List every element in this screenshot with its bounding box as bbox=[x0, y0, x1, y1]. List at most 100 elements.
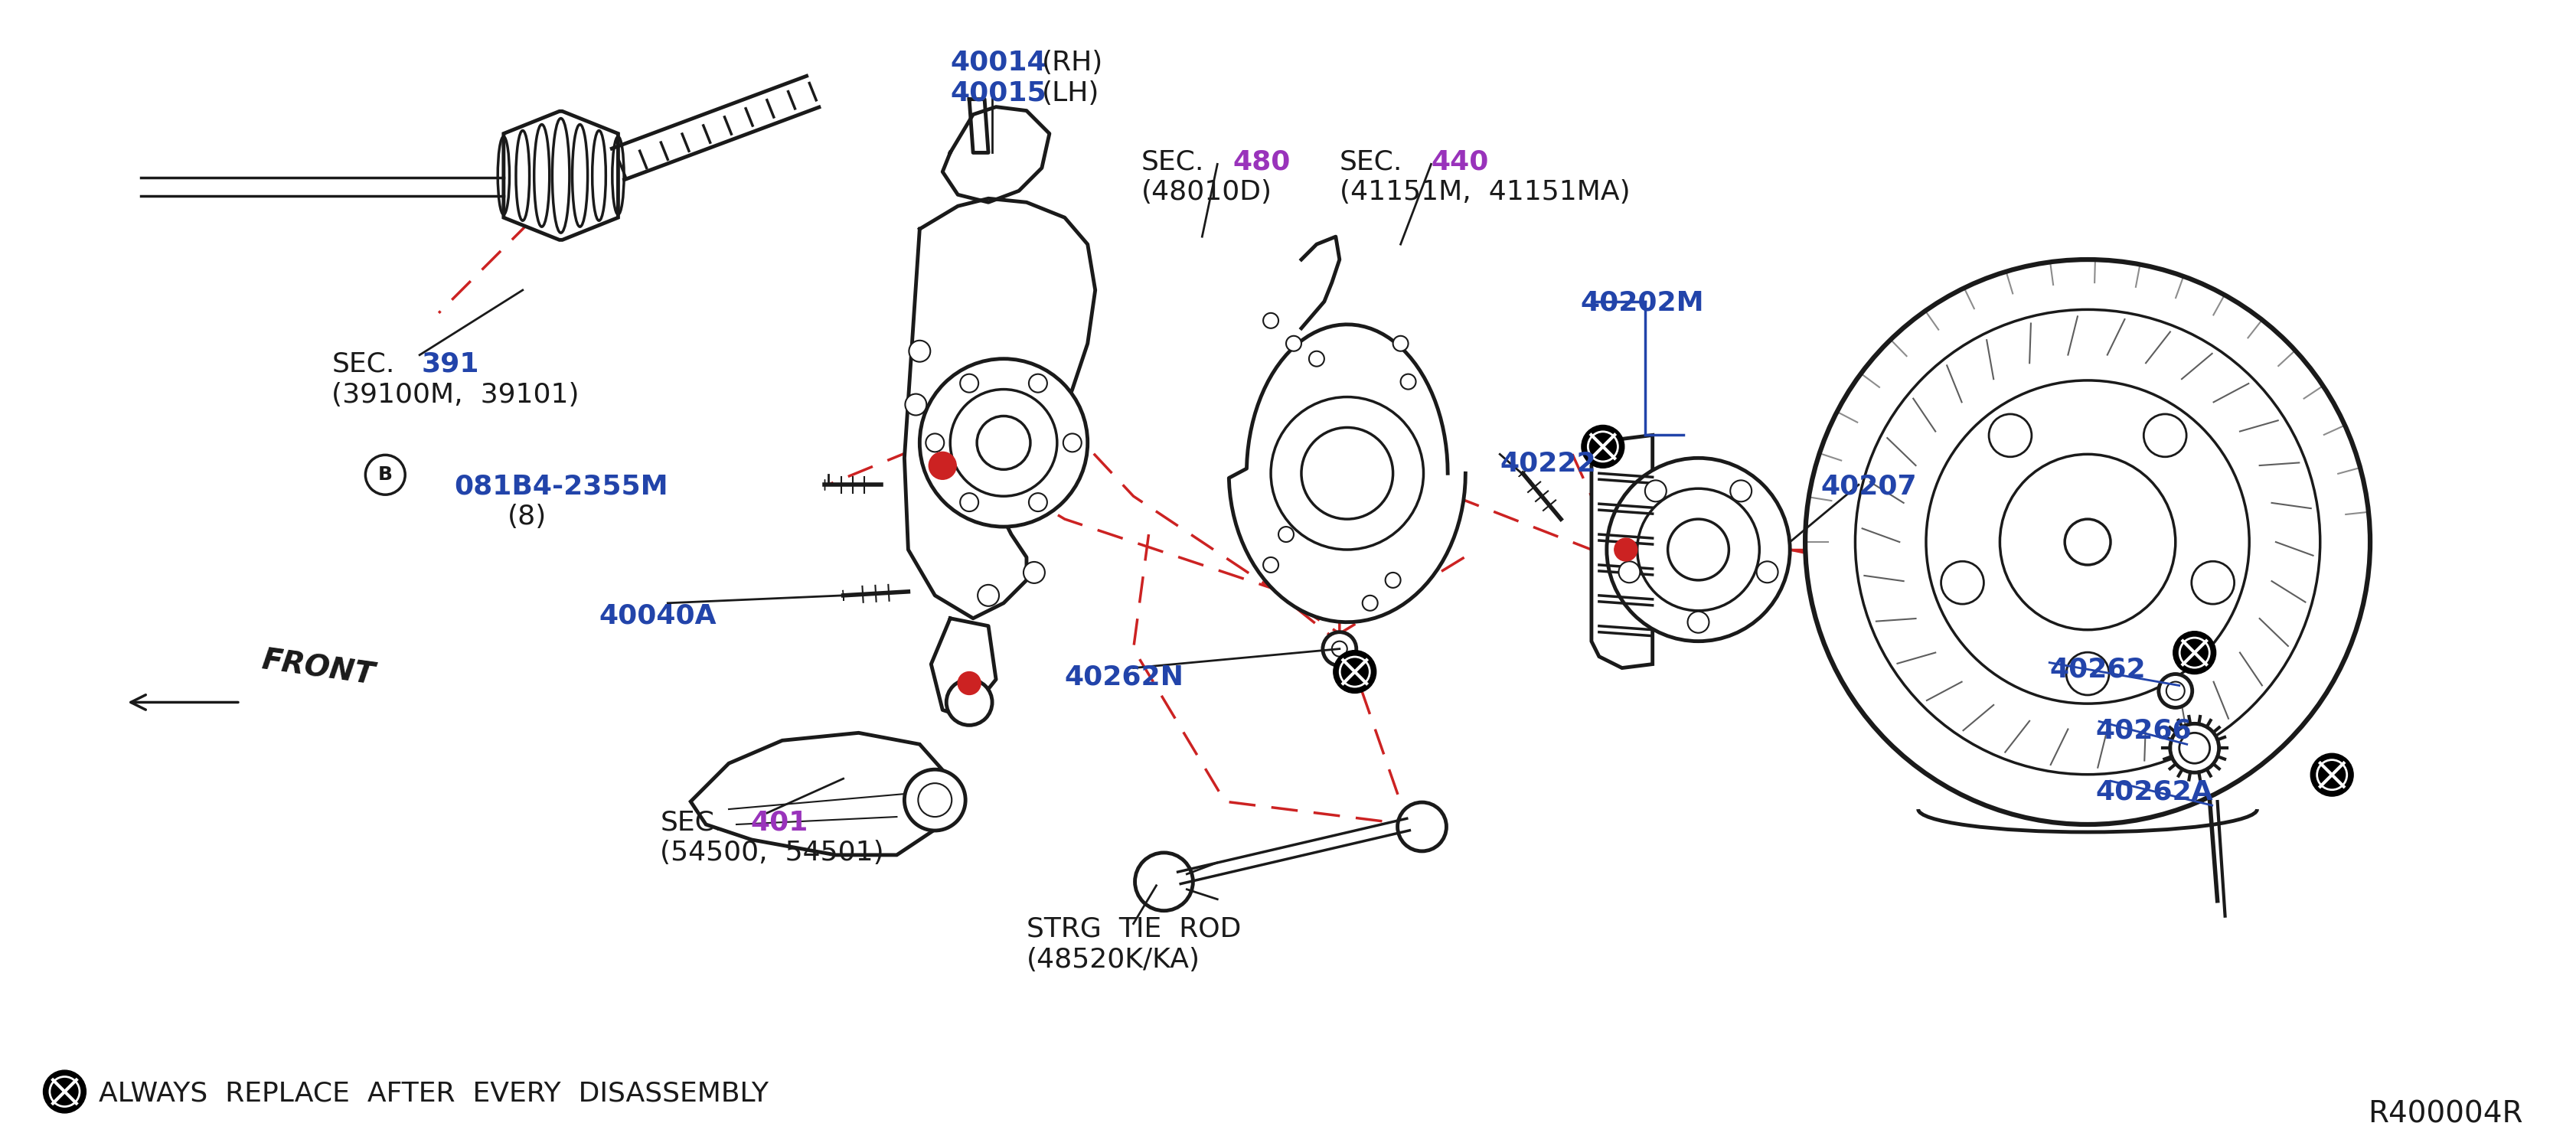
Circle shape bbox=[1133, 853, 1193, 911]
Circle shape bbox=[1332, 641, 1347, 657]
Polygon shape bbox=[930, 618, 997, 718]
Text: SEC.: SEC. bbox=[659, 809, 724, 835]
Circle shape bbox=[1667, 519, 1728, 580]
Circle shape bbox=[2179, 733, 2210, 763]
Text: 40222: 40222 bbox=[1499, 450, 1595, 476]
Circle shape bbox=[917, 783, 951, 817]
Text: 40015: 40015 bbox=[951, 81, 1046, 106]
Circle shape bbox=[951, 390, 1056, 496]
Text: SEC.: SEC. bbox=[1340, 149, 1401, 175]
Text: 40266: 40266 bbox=[2094, 718, 2190, 744]
Text: R400004R: R400004R bbox=[2367, 1100, 2522, 1128]
Text: 391: 391 bbox=[420, 351, 479, 377]
Text: 40262A: 40262A bbox=[2094, 778, 2213, 804]
Circle shape bbox=[1643, 481, 1667, 502]
Circle shape bbox=[1028, 374, 1046, 392]
Circle shape bbox=[1262, 314, 1278, 328]
Circle shape bbox=[1989, 415, 2030, 457]
Text: 40202M: 40202M bbox=[1579, 290, 1703, 316]
Text: (39100M,  39101): (39100M, 39101) bbox=[332, 382, 580, 408]
Circle shape bbox=[1278, 527, 1293, 542]
Circle shape bbox=[1309, 351, 1324, 367]
Text: 480: 480 bbox=[1231, 149, 1291, 175]
Circle shape bbox=[1615, 538, 1636, 561]
Polygon shape bbox=[1517, 470, 1528, 477]
Text: (8): (8) bbox=[507, 504, 546, 529]
Ellipse shape bbox=[2063, 519, 2110, 565]
Circle shape bbox=[958, 671, 981, 695]
Circle shape bbox=[2166, 682, 2184, 700]
Circle shape bbox=[1582, 425, 1623, 468]
Ellipse shape bbox=[1999, 454, 2174, 629]
Circle shape bbox=[2169, 724, 2218, 772]
Polygon shape bbox=[502, 111, 618, 240]
Text: (48520K/KA): (48520K/KA) bbox=[1025, 946, 1200, 972]
Text: 40262: 40262 bbox=[2048, 657, 2146, 683]
Circle shape bbox=[1321, 632, 1355, 666]
Circle shape bbox=[1757, 561, 1777, 583]
Circle shape bbox=[1394, 336, 1409, 351]
Text: (48010D): (48010D) bbox=[1141, 179, 1273, 206]
Text: STRG  TIE  ROD: STRG TIE ROD bbox=[1025, 916, 1242, 942]
Text: 40040A: 40040A bbox=[598, 603, 716, 629]
Circle shape bbox=[2159, 674, 2192, 708]
Circle shape bbox=[961, 493, 979, 511]
Circle shape bbox=[1401, 374, 1414, 390]
Polygon shape bbox=[904, 199, 1095, 618]
Circle shape bbox=[904, 394, 927, 416]
Circle shape bbox=[366, 456, 404, 494]
Circle shape bbox=[1301, 427, 1394, 519]
Circle shape bbox=[904, 769, 966, 830]
Text: 40207: 40207 bbox=[1819, 474, 1917, 500]
Circle shape bbox=[1607, 458, 1790, 641]
Text: 40014: 40014 bbox=[951, 50, 1046, 76]
Polygon shape bbox=[690, 733, 951, 855]
Circle shape bbox=[2172, 632, 2215, 674]
Ellipse shape bbox=[1806, 259, 2370, 825]
Circle shape bbox=[2190, 561, 2233, 604]
Circle shape bbox=[1687, 611, 1708, 633]
Text: (54500,  54501): (54500, 54501) bbox=[659, 840, 884, 866]
Circle shape bbox=[1262, 558, 1278, 573]
Circle shape bbox=[920, 359, 1087, 527]
Text: (LH): (LH) bbox=[1041, 81, 1100, 106]
Circle shape bbox=[44, 1070, 85, 1113]
Circle shape bbox=[976, 416, 1030, 469]
Circle shape bbox=[925, 434, 943, 452]
Polygon shape bbox=[1229, 325, 1466, 623]
Circle shape bbox=[909, 341, 930, 362]
Circle shape bbox=[1636, 488, 1759, 611]
Text: ALWAYS  REPLACE  AFTER  EVERY  DISASSEMBLY: ALWAYS REPLACE AFTER EVERY DISASSEMBLY bbox=[98, 1080, 768, 1106]
Circle shape bbox=[976, 585, 999, 607]
Circle shape bbox=[1332, 651, 1376, 693]
Circle shape bbox=[1064, 434, 1082, 452]
Polygon shape bbox=[1301, 236, 1340, 328]
Text: FRONT: FRONT bbox=[260, 646, 376, 691]
Polygon shape bbox=[943, 107, 1048, 202]
Circle shape bbox=[1270, 396, 1422, 550]
Circle shape bbox=[1940, 561, 1984, 604]
Text: B: B bbox=[379, 466, 392, 484]
Circle shape bbox=[2066, 652, 2107, 695]
Circle shape bbox=[1363, 595, 1378, 611]
Circle shape bbox=[961, 374, 979, 392]
Polygon shape bbox=[1177, 819, 1409, 884]
Circle shape bbox=[945, 679, 992, 725]
Text: SEC.: SEC. bbox=[332, 351, 394, 377]
Text: 40262N: 40262N bbox=[1064, 665, 1185, 691]
Circle shape bbox=[1285, 336, 1301, 351]
Circle shape bbox=[2143, 415, 2187, 457]
Text: 440: 440 bbox=[1430, 149, 1489, 175]
Circle shape bbox=[1386, 573, 1401, 587]
Text: 401: 401 bbox=[750, 809, 809, 835]
Circle shape bbox=[1023, 562, 1043, 583]
Text: SEC.: SEC. bbox=[1141, 149, 1203, 175]
Circle shape bbox=[1728, 481, 1752, 502]
Circle shape bbox=[1618, 561, 1638, 583]
Circle shape bbox=[1396, 802, 1445, 851]
Polygon shape bbox=[1592, 435, 1651, 668]
Text: (41151M,  41151MA): (41151M, 41151MA) bbox=[1340, 179, 1631, 206]
Circle shape bbox=[927, 452, 956, 479]
Text: (RH): (RH) bbox=[1041, 50, 1103, 76]
Text: 081B4-2355M: 081B4-2355M bbox=[453, 474, 667, 500]
